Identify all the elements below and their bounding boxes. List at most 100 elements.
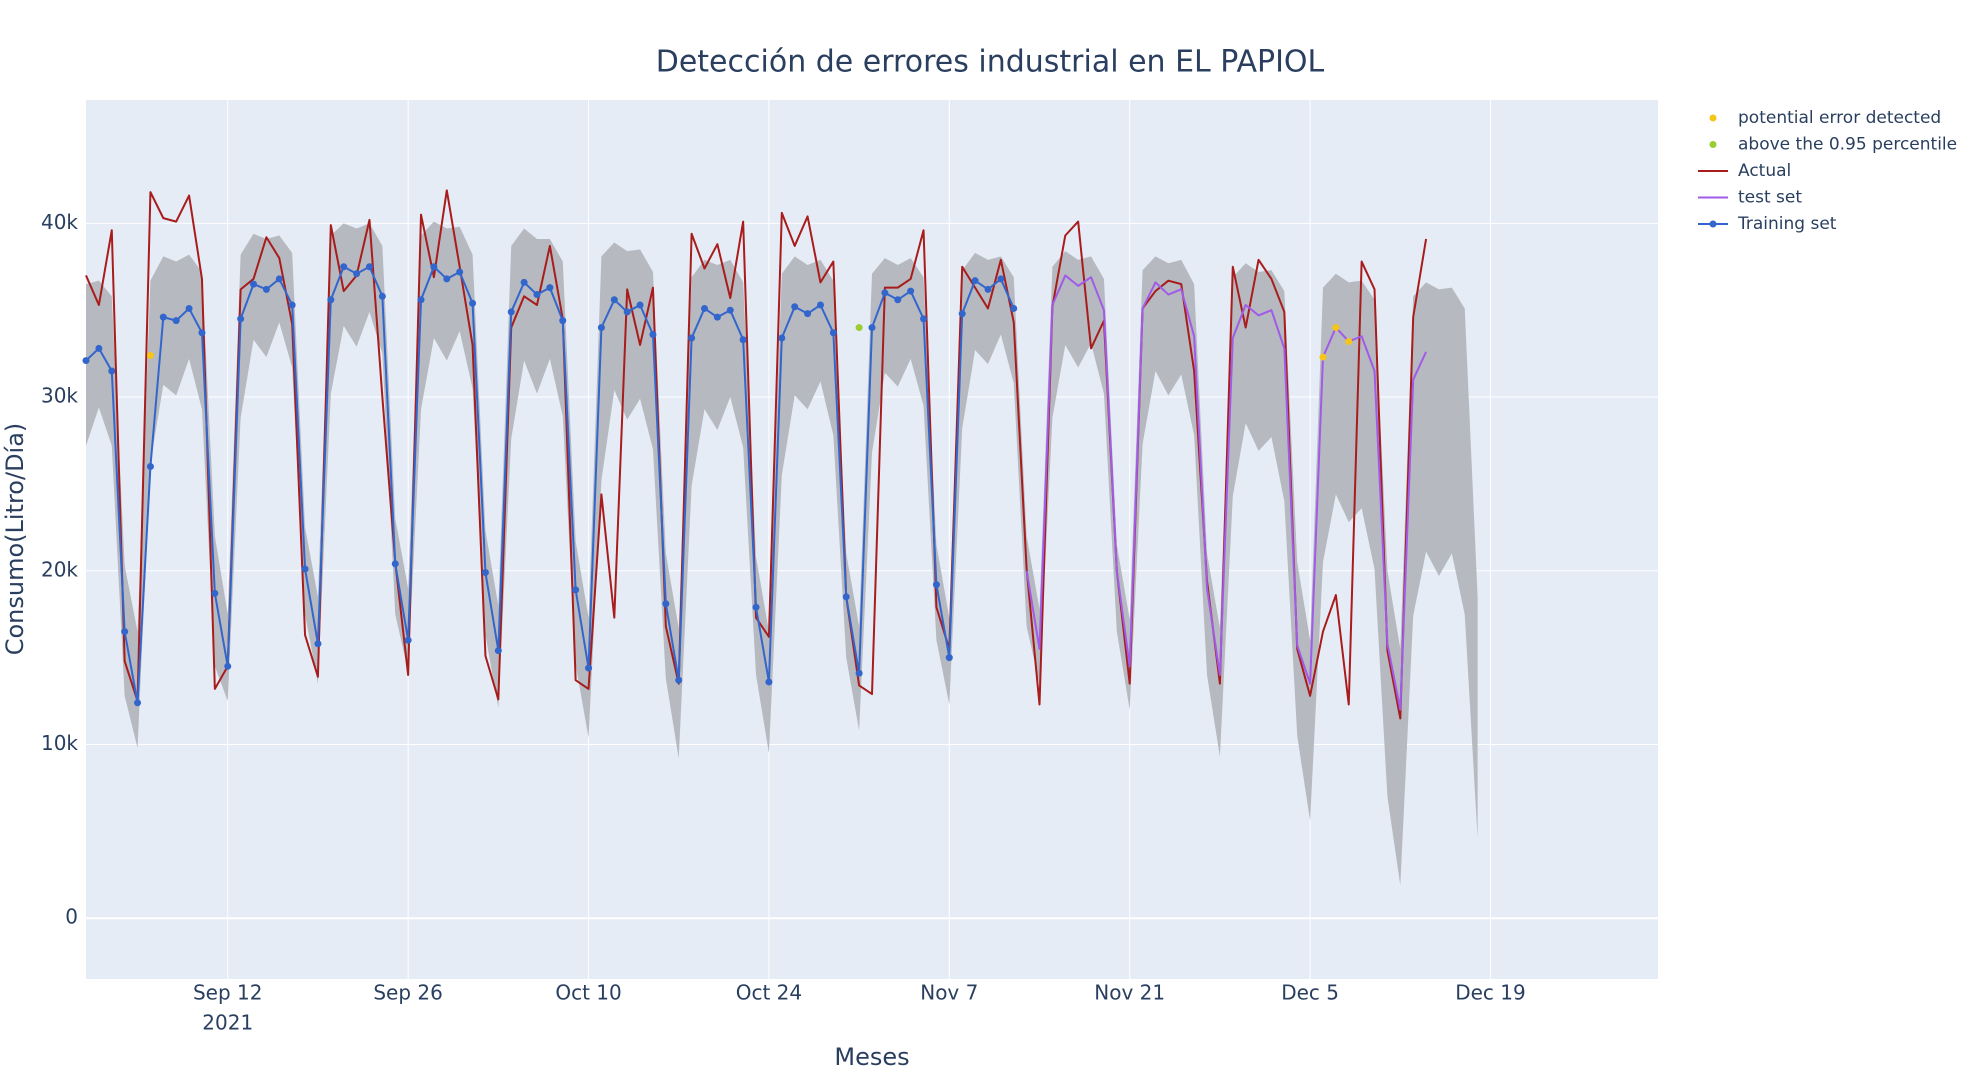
data-point (726, 306, 734, 314)
data-point (932, 581, 940, 589)
data-point (920, 315, 928, 323)
data-point (481, 569, 489, 577)
data-point (494, 647, 502, 655)
data-point (430, 263, 438, 271)
data-point (997, 275, 1005, 283)
data-point (340, 263, 348, 271)
data-point (507, 308, 515, 316)
data-point (262, 285, 270, 293)
data-point (1345, 337, 1353, 345)
data-point (752, 603, 760, 611)
data-point (804, 310, 812, 318)
data-point (250, 280, 258, 288)
data-point (391, 560, 399, 568)
legend-label: above the 0.95 percentile (1738, 135, 1957, 155)
data-point (572, 586, 580, 594)
data-point (675, 676, 683, 684)
data-point (778, 334, 786, 342)
data-point (907, 287, 915, 295)
x-year-label: 2021 (202, 1011, 253, 1035)
data-point (108, 367, 116, 375)
data-point (855, 669, 863, 677)
data-point (275, 275, 283, 283)
data-point (739, 336, 747, 344)
data-point (971, 277, 979, 285)
x-tick-label: Nov 21 (1094, 981, 1165, 1005)
data-point (95, 344, 103, 352)
legend-marker (1709, 114, 1717, 122)
data-point (636, 301, 644, 309)
y-tick-label: 30k (41, 384, 78, 408)
data-point (443, 275, 451, 283)
data-point (198, 329, 206, 337)
data-point (353, 270, 361, 278)
data-point (211, 589, 219, 597)
data-point (765, 678, 773, 686)
data-point (520, 278, 528, 286)
x-tick-label: Sep 26 (373, 981, 443, 1005)
data-point (688, 334, 696, 342)
data-point (958, 310, 966, 318)
data-point (881, 289, 889, 297)
data-point (134, 699, 142, 707)
data-point (365, 263, 373, 271)
y-axis-title: Consumo(Litro/Día) (1, 423, 29, 656)
data-point (288, 301, 296, 309)
y-tick-label: 10k (41, 731, 78, 755)
data-point (146, 351, 154, 359)
data-point (185, 304, 193, 312)
data-point (456, 268, 464, 276)
data-point (121, 628, 129, 636)
data-point (868, 324, 876, 332)
x-tick-label: Nov 7 (920, 981, 978, 1005)
legend-label: Training set (1737, 214, 1837, 234)
data-point (713, 313, 721, 321)
y-tick-label: 40k (41, 210, 78, 234)
data-point (842, 593, 850, 601)
data-point (559, 317, 567, 325)
data-point (146, 463, 154, 471)
data-point (829, 329, 837, 337)
legend-marker (1709, 141, 1717, 148)
x-tick-label: Oct 10 (555, 981, 621, 1005)
data-point (894, 296, 902, 304)
x-tick-label: Sep 12 (193, 981, 263, 1005)
data-point (610, 296, 618, 304)
legend-marker (1709, 220, 1717, 228)
x-tick-label: Oct 24 (736, 981, 802, 1005)
legend-label: Actual (1738, 161, 1791, 181)
grid (86, 100, 1658, 979)
data-point (585, 664, 593, 672)
data-point (649, 331, 657, 339)
x-tick-label: Dec 19 (1455, 981, 1526, 1005)
x-axis-title: Meses (834, 1043, 909, 1071)
data-point (855, 324, 863, 332)
data-point (378, 292, 386, 300)
legend-label: test set (1738, 188, 1802, 208)
data-point (546, 284, 554, 292)
data-point (82, 357, 90, 365)
chart-title: Detección de errores industrial en EL PA… (656, 45, 1325, 80)
data-point (404, 636, 412, 644)
data-point (159, 313, 167, 321)
marks (82, 189, 1478, 886)
data-point (597, 324, 605, 332)
data-point (301, 565, 309, 573)
data-point (172, 317, 180, 325)
data-point (662, 600, 670, 608)
data-point (533, 291, 541, 299)
data-point (945, 654, 953, 662)
legend-label: potential error detected (1738, 108, 1941, 128)
series-line (1025, 274, 1427, 711)
data-point (1332, 324, 1340, 332)
data-point (417, 296, 425, 304)
data-point (469, 299, 477, 307)
data-point (237, 315, 245, 323)
x-tick-label: Dec 5 (1281, 981, 1339, 1005)
data-point (984, 285, 992, 293)
labels: 0 10k 20k 30k 40k Sep 12 2021 Sep 26 Oct 10 Oct 2… (41, 210, 1526, 1035)
data-point (700, 304, 708, 312)
y-tick-label: 0 (65, 905, 78, 929)
data-point (224, 662, 232, 670)
